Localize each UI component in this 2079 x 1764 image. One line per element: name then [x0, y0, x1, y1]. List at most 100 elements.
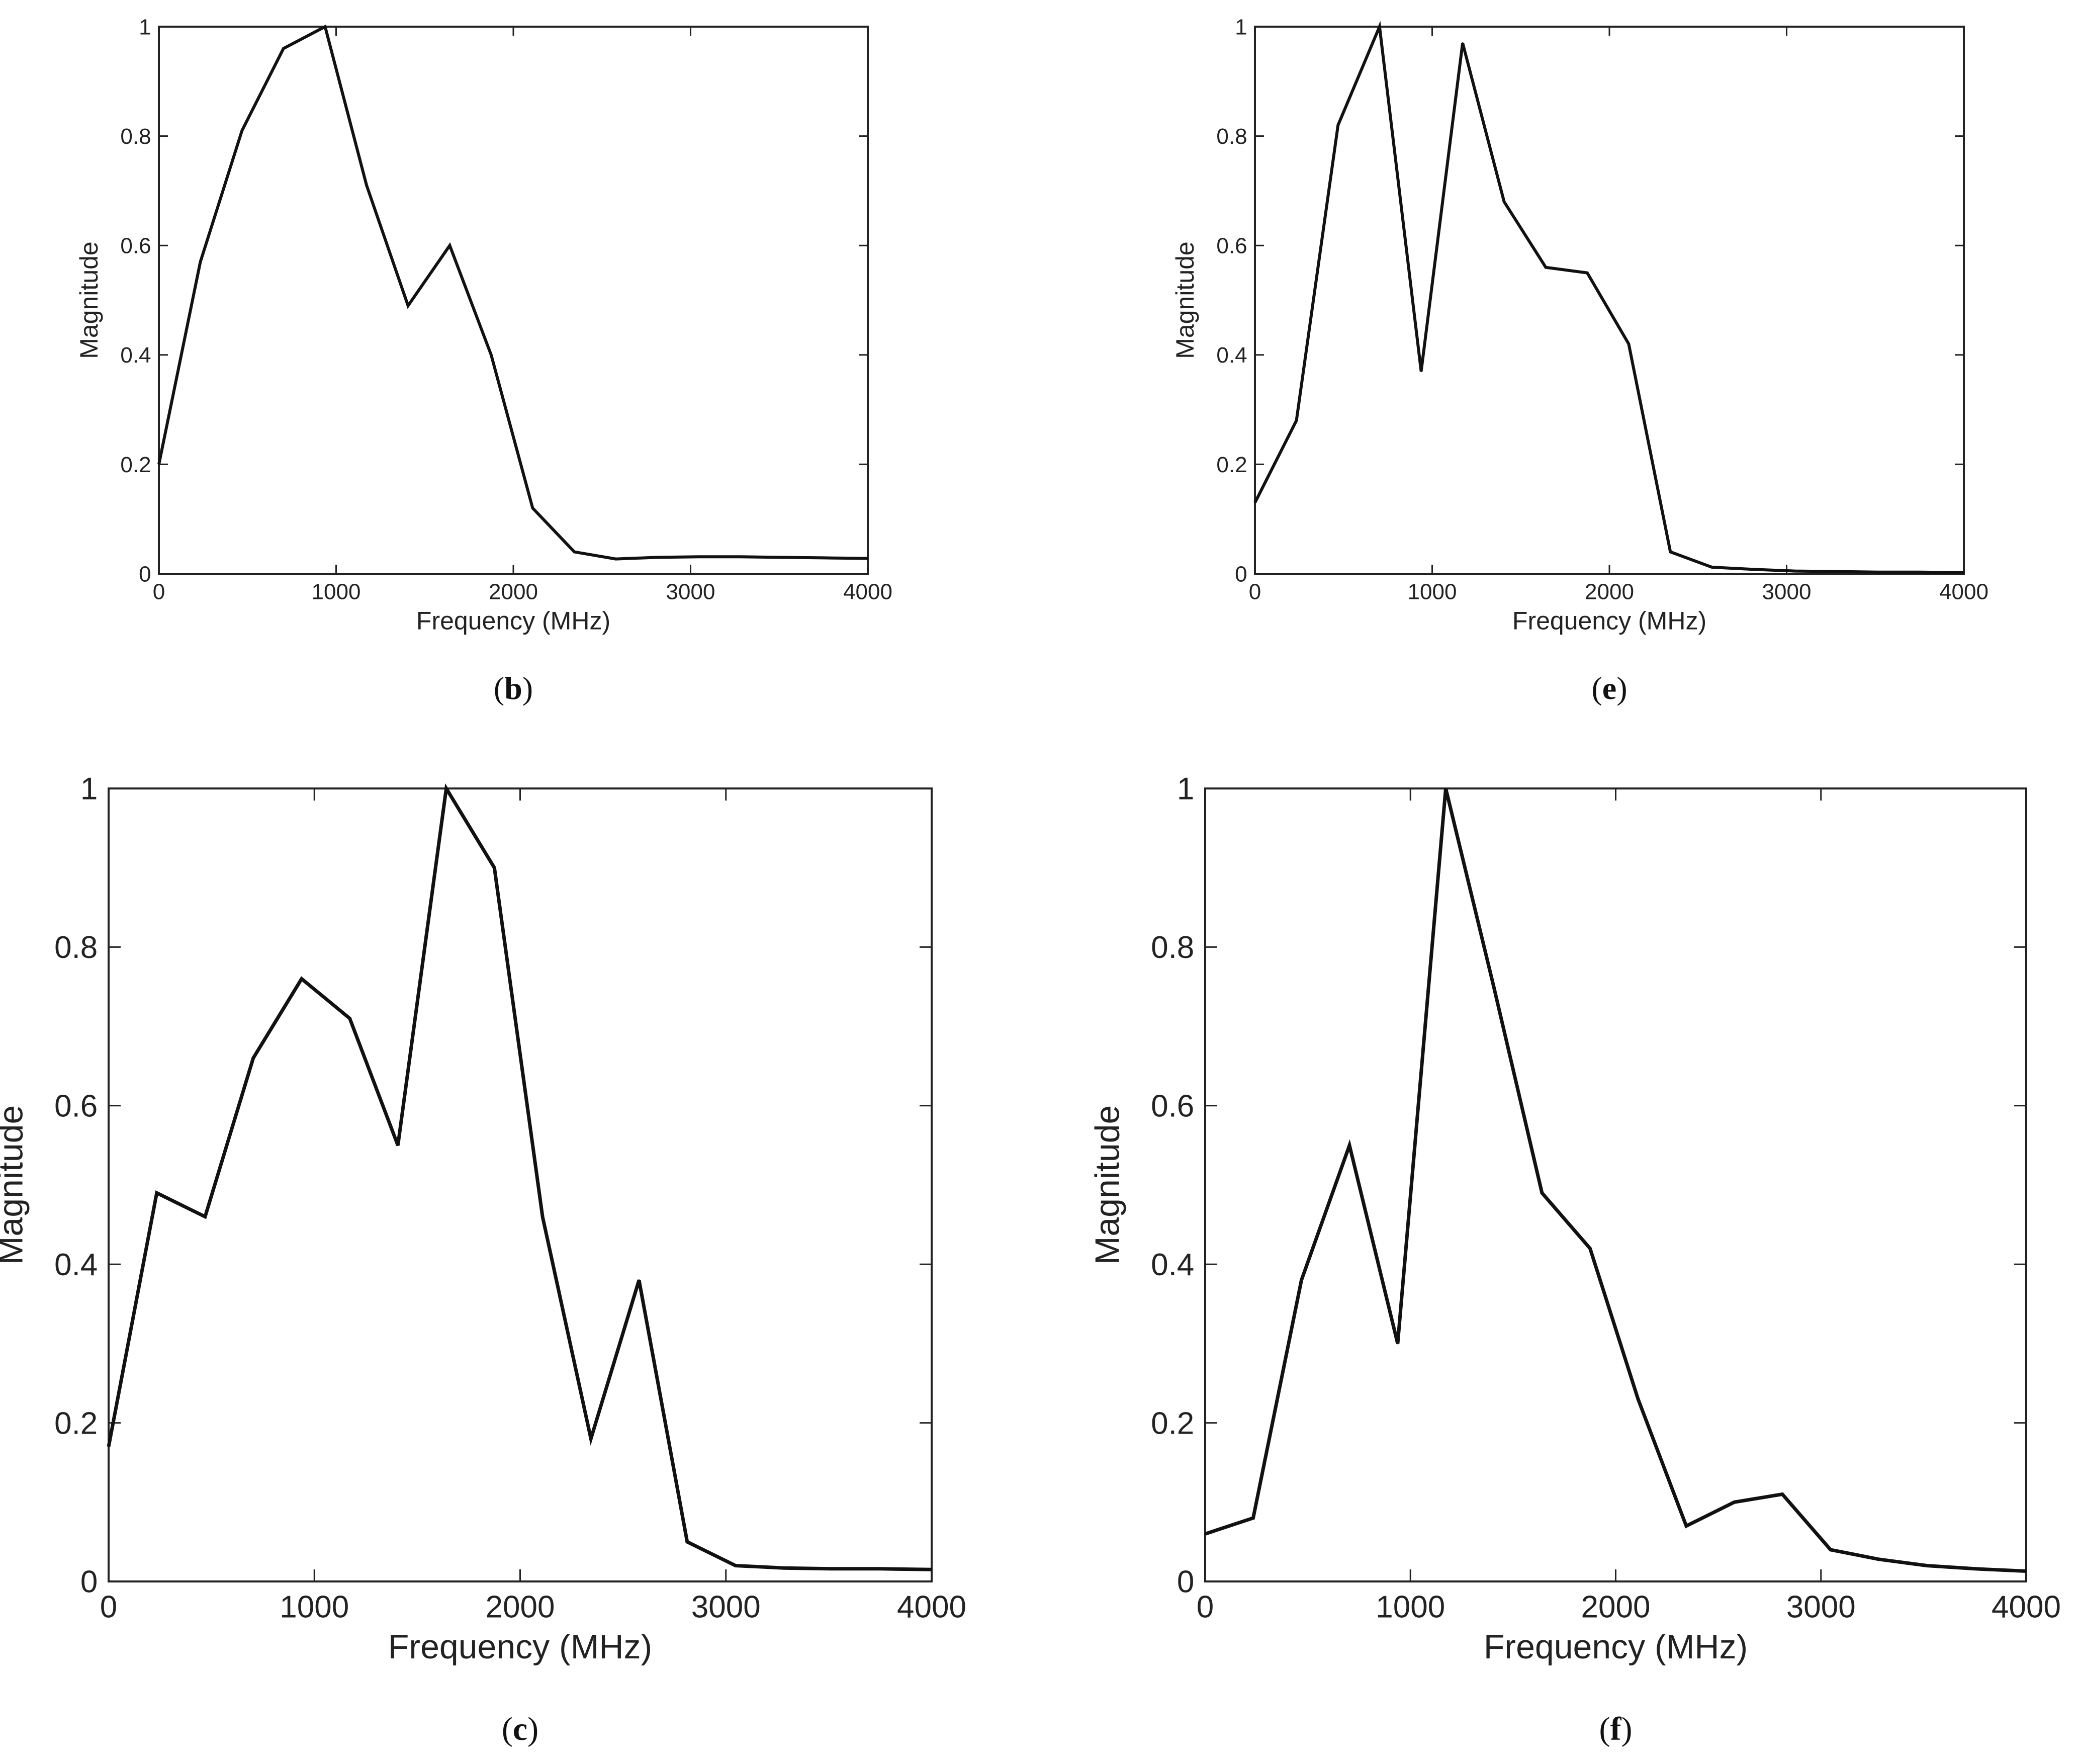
data-point	[1545, 267, 1547, 269]
data-point	[1836, 571, 1838, 573]
y-tick-label: 0.6	[54, 1089, 98, 1124]
data-point	[1204, 1533, 1206, 1535]
y-tick-label: 1	[1177, 772, 1194, 807]
data-point	[1637, 1398, 1639, 1400]
data-point	[366, 185, 368, 187]
y-tick-label: 0.4	[1151, 1248, 1194, 1282]
y-tick-label: 0.6	[1151, 1089, 1194, 1124]
series-line-e	[1253, 21, 1964, 574]
data-point	[158, 463, 160, 465]
data-point	[204, 1216, 206, 1218]
data-point	[445, 787, 447, 789]
data-point	[1300, 1279, 1302, 1281]
data-point	[1926, 1564, 1928, 1566]
data-point	[283, 48, 285, 50]
data-point	[531, 507, 533, 509]
y-axis-label: Magnitude	[0, 1105, 30, 1265]
caption-close-paren: )	[1616, 670, 1627, 706]
chart-panel-b: 0 1000 2000 3000 4000 0 0.2 0.4 0.6 0.8 1 Frequency…	[75, 15, 892, 706]
y-tick-label: 1	[1235, 15, 1247, 39]
data-point	[407, 305, 409, 307]
y-tick-label: 0.8	[120, 124, 151, 149]
series-line-c	[107, 783, 932, 1571]
y-tick-label: 0.2	[120, 453, 151, 477]
data-point	[1669, 551, 1671, 553]
x-tick-label: 3000	[1762, 580, 1812, 604]
data-point	[448, 244, 450, 246]
data-point	[1628, 343, 1630, 345]
data-point	[490, 354, 492, 356]
data-point	[590, 1438, 592, 1440]
panel-caption: (e)	[1591, 670, 1627, 706]
y-tick-label: 0	[1235, 562, 1247, 586]
x-tick-label: 4000	[843, 580, 892, 604]
data-point	[1397, 1343, 1399, 1345]
data-point	[1503, 201, 1505, 203]
data-point	[638, 1279, 640, 1281]
y-tick-label: 0.8	[54, 930, 98, 965]
x-tick-label: 1000	[1408, 580, 1457, 604]
x-axis-label: Frequency (MHz)	[1484, 1628, 1748, 1666]
data-point	[1919, 571, 1921, 573]
data-point	[252, 1057, 254, 1059]
data-point	[686, 1541, 688, 1543]
y-tick-label: 0.6	[1216, 234, 1247, 258]
data-point	[1586, 272, 1588, 274]
y-tick-label: 0.2	[1151, 1406, 1194, 1441]
caption-open-paren: (	[1599, 1711, 1610, 1747]
data-point	[1337, 124, 1339, 126]
data-point	[656, 556, 658, 558]
x-tick-label: 0	[1249, 580, 1261, 604]
data-point	[931, 1568, 933, 1570]
y-tick-label: 0.8	[1216, 124, 1247, 149]
data-point	[615, 558, 617, 560]
x-tick-label: 3000	[691, 1590, 761, 1624]
data-point	[1444, 787, 1447, 789]
x-axis-label: Frequency (MHz)	[388, 1628, 652, 1666]
x-tick-label: 2000	[489, 580, 538, 604]
y-tick-label: 0	[1177, 1565, 1194, 1600]
panel-caption: (b)	[494, 670, 533, 706]
data-point	[1379, 26, 1381, 28]
caption-close-paren: )	[527, 1711, 538, 1747]
x-axis-label: Frequency (MHz)	[416, 607, 610, 635]
data-point	[698, 556, 700, 558]
x-tick-label: 0	[153, 580, 165, 604]
series-line-f	[1204, 788, 2027, 1573]
x-tick-label: 3000	[1786, 1590, 1856, 1624]
x-tick-label: 2000	[1581, 1590, 1651, 1624]
y-tick-label: 0.4	[1216, 343, 1247, 368]
data-point	[831, 1568, 833, 1570]
y-tick-label: 0.4	[120, 343, 151, 368]
caption-letter: f	[1610, 1711, 1622, 1747]
x-tick-label: 4000	[1992, 1590, 2061, 1624]
data-point	[493, 867, 495, 869]
caption-open-paren: (	[502, 1711, 513, 1747]
chart-panel-f: 0 1000 2000 3000 4000 0 0.2 0.4 0.6 0.8 1 Frequency…	[1088, 772, 2061, 1747]
y-axis-label: Magnitude	[1088, 1105, 1126, 1265]
x-tick-label: 3000	[666, 580, 715, 604]
data-point	[397, 1144, 399, 1146]
data-point	[1781, 1493, 1783, 1495]
x-tick-label: 2000	[486, 1590, 555, 1624]
data-point	[781, 556, 783, 558]
caption-open-paren: (	[494, 670, 504, 706]
chart-panel-c: 0 1000 2000 3000 4000 0 0.2 0.4 0.6 0.8 1 Frequency…	[0, 772, 966, 1747]
data-point	[1252, 1517, 1254, 1519]
data-point	[1830, 1549, 1832, 1551]
x-tick-label: 1000	[1376, 1590, 1445, 1624]
data-point	[1541, 1192, 1543, 1194]
data-point	[1589, 1248, 1591, 1250]
data-point	[541, 1216, 544, 1218]
data-point	[301, 978, 303, 980]
series-line-b	[157, 24, 868, 561]
x-tick-label: 4000	[897, 1590, 966, 1624]
x-tick-label: 2000	[1585, 580, 1634, 604]
data-point	[349, 1017, 351, 1019]
x-tick-label: 0	[100, 1590, 117, 1624]
data-point	[241, 130, 243, 132]
x-axis-label: Frequency (MHz)	[1512, 607, 1706, 635]
data-point	[1462, 42, 1464, 44]
panel-caption: (f)	[1599, 1711, 1633, 1747]
